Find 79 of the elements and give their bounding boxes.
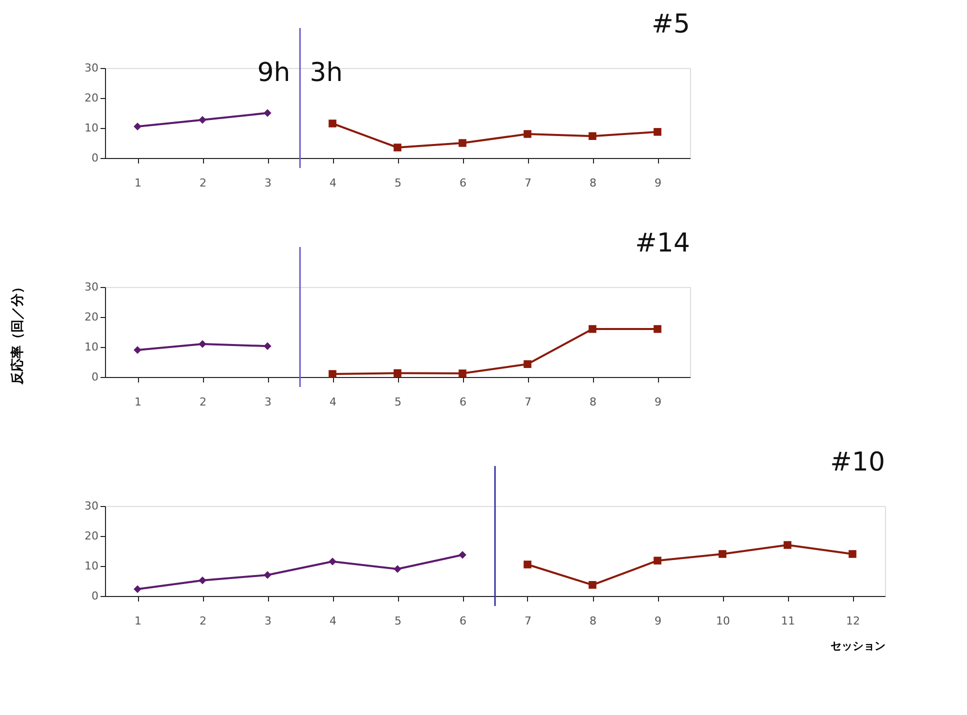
point bbox=[458, 551, 466, 559]
point bbox=[394, 369, 402, 377]
x-tick-label: 6 bbox=[460, 396, 466, 408]
point bbox=[264, 571, 272, 579]
chart-title: #10 bbox=[830, 447, 885, 478]
point bbox=[264, 109, 272, 117]
x-tick-label: 9 bbox=[654, 396, 662, 408]
point bbox=[784, 541, 792, 549]
x-tick-label: 9 bbox=[654, 614, 662, 628]
x-tick-label: 5 bbox=[394, 176, 402, 190]
y-tick-label: 0 bbox=[92, 590, 98, 602]
point bbox=[198, 116, 206, 124]
point bbox=[328, 120, 336, 128]
x-tick-label: 9 bbox=[654, 176, 662, 190]
point bbox=[654, 556, 662, 564]
annotation: 3h bbox=[310, 58, 343, 88]
y-tick-label: 20 bbox=[84, 530, 98, 542]
annotation: 9h bbox=[257, 58, 290, 88]
y-tick-label: 10 bbox=[84, 560, 98, 572]
x-tick-label: 6 bbox=[460, 614, 466, 628]
point bbox=[654, 325, 662, 333]
x-tick-label: 1 bbox=[134, 396, 142, 408]
point bbox=[198, 576, 206, 584]
y-tick-label: 10 bbox=[84, 340, 98, 354]
chart-title: #14 bbox=[635, 228, 690, 258]
y-tick-label: 20 bbox=[84, 92, 98, 104]
x-tick-label: 4 bbox=[330, 176, 336, 190]
point bbox=[264, 342, 272, 350]
y-tick-label: 0 bbox=[92, 370, 98, 384]
y-tick-label: 30 bbox=[84, 280, 98, 294]
x-tick-label: 1 bbox=[134, 614, 142, 628]
point bbox=[198, 340, 206, 348]
point bbox=[588, 132, 596, 140]
point bbox=[394, 565, 402, 573]
x-tick-label: 3 bbox=[264, 396, 272, 408]
point bbox=[458, 139, 466, 147]
point bbox=[524, 560, 532, 568]
point bbox=[524, 130, 532, 138]
x-axis-title: セッション bbox=[830, 640, 886, 652]
y-tick-label: 0 bbox=[92, 152, 98, 164]
point bbox=[134, 585, 142, 593]
point bbox=[134, 346, 142, 354]
point bbox=[718, 550, 726, 558]
chart-title: #5 bbox=[652, 9, 690, 40]
point bbox=[848, 550, 856, 558]
point bbox=[588, 581, 596, 589]
y-tick-label: 10 bbox=[84, 122, 98, 134]
point bbox=[524, 360, 532, 368]
x-tick-label: 3 bbox=[264, 614, 272, 628]
x-tick-label: 5 bbox=[394, 614, 402, 628]
x-tick-label: 8 bbox=[590, 614, 596, 628]
point bbox=[328, 558, 336, 566]
x-tick-label: 10 bbox=[716, 614, 730, 628]
x-tick-label: 2 bbox=[200, 176, 206, 190]
x-tick-label: 5 bbox=[394, 396, 402, 408]
x-tick-label: 12 bbox=[846, 614, 860, 628]
x-tick-label: 11 bbox=[781, 614, 795, 628]
y-tick-label: 20 bbox=[84, 310, 98, 324]
x-tick-label: 1 bbox=[134, 176, 142, 190]
x-tick-label: 7 bbox=[524, 614, 532, 628]
x-tick-label: 6 bbox=[460, 176, 466, 190]
point bbox=[654, 128, 662, 136]
x-tick-label: 2 bbox=[200, 396, 206, 408]
point bbox=[458, 370, 466, 378]
y-tick-label: 30 bbox=[84, 500, 98, 512]
y-axis-title: 反応率（回／分） bbox=[10, 280, 26, 386]
point bbox=[328, 370, 336, 378]
x-tick-label: 8 bbox=[590, 396, 596, 408]
x-tick-label: 4 bbox=[330, 614, 336, 628]
x-tick-label: 3 bbox=[264, 176, 272, 190]
point bbox=[134, 122, 142, 130]
point bbox=[394, 144, 402, 152]
point bbox=[588, 325, 596, 333]
x-tick-label: 7 bbox=[524, 396, 532, 408]
y-tick-label: 30 bbox=[84, 62, 98, 74]
x-tick-label: 2 bbox=[200, 614, 206, 628]
x-tick-label: 4 bbox=[330, 396, 336, 408]
x-tick-label: 7 bbox=[524, 176, 532, 190]
x-tick-label: 8 bbox=[590, 176, 596, 190]
